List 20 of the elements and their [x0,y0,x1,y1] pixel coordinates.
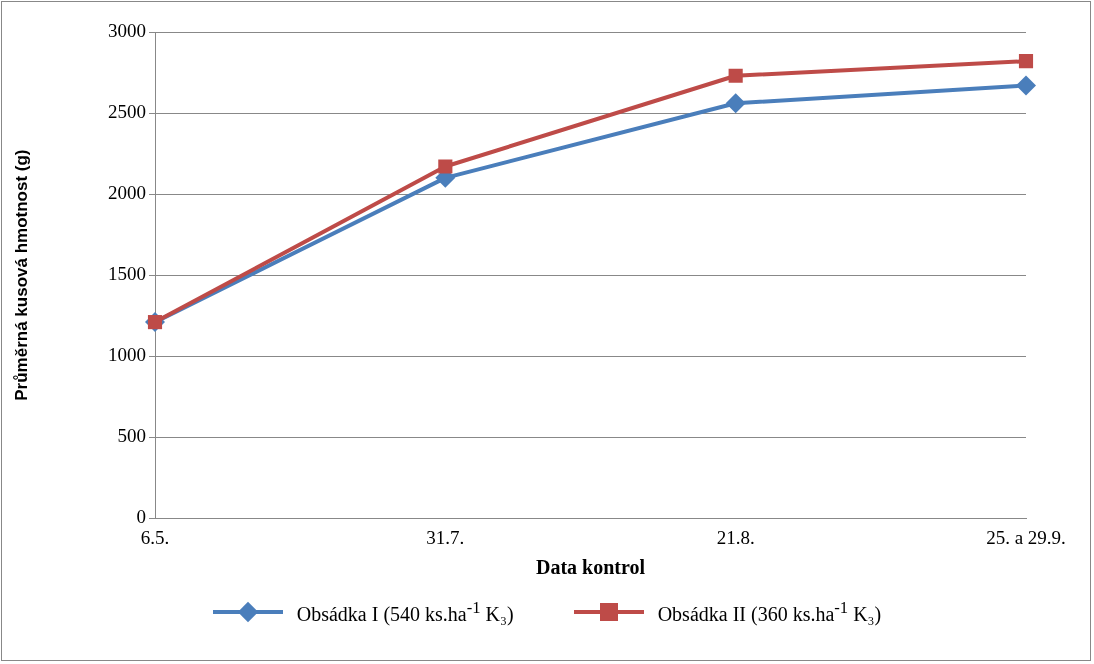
y-tick-label: 1500 [108,263,146,285]
point [438,159,453,174]
x-axis-title: Data kontrol [535,556,646,579]
x-tick-label: 25. a 29.9. [986,526,1066,548]
x-tick-label: 6.5. [140,526,170,548]
legend-label: Obsádka I (540 ks.ha$^{-1}$ K₃) [296,598,514,626]
point [728,68,743,83]
legend-label: Obsádka II (360 ks.ha$^{-1}$ K₃) [657,598,882,626]
y-tick-label: 1000 [108,344,146,366]
x-tick-label: 31.7. [426,526,465,548]
y-tick-label: 0 [136,506,146,528]
x-tick-label: 21.8. [716,526,755,548]
y-tick-label: 500 [117,425,146,447]
point [1018,54,1034,69]
point [1016,75,1036,96]
y-tick-label: 2000 [108,182,146,204]
y-tick-label: 2500 [108,101,146,123]
y-axis-title: Průměrná kusová hmotnost (g) [11,149,31,401]
y-tick-label: 3000 [108,19,146,41]
point [725,93,746,114]
